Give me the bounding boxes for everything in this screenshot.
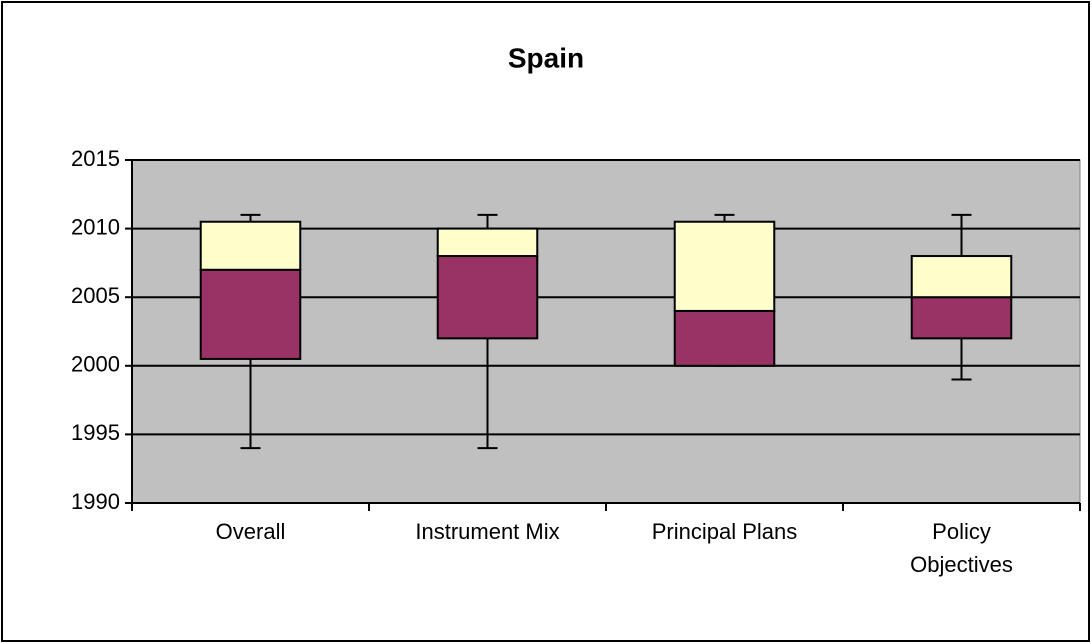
box-upper	[436, 227, 539, 258]
x-tick-label: Policy Objectives	[910, 519, 1013, 577]
x-tick-label: Overall	[215, 519, 286, 544]
x-tick-label: Principal Plans	[651, 519, 798, 544]
y-tick-label: 2000	[71, 352, 120, 377]
y-tick-label: 1990	[71, 489, 120, 514]
y-tick-label: 1995	[71, 420, 120, 445]
box-upper	[673, 220, 776, 312]
x-tick-label: Instrument Mix	[415, 519, 560, 544]
box-upper	[910, 255, 1013, 299]
box-lower	[673, 309, 776, 367]
chart-title: Spain	[508, 42, 584, 73]
box-lower	[199, 268, 302, 360]
box-lower	[436, 255, 539, 340]
box-lower	[910, 296, 1013, 340]
y-tick-label: 2015	[71, 146, 120, 171]
y-tick-label: 2010	[71, 214, 120, 239]
y-tick-label: 2005	[71, 283, 120, 308]
box-upper	[199, 220, 302, 271]
